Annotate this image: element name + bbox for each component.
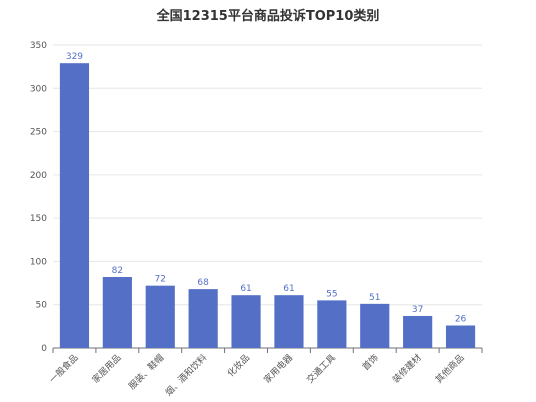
x-tick-label: 家用电器 — [261, 352, 295, 386]
bar — [231, 295, 261, 348]
bar-value-label: 82 — [112, 266, 123, 276]
bar — [403, 315, 433, 348]
bar-value-label: 26 — [455, 314, 467, 324]
bar — [445, 325, 476, 348]
x-tick-label: 一般食品 — [47, 352, 81, 386]
y-tick-label: 350 — [30, 41, 47, 51]
bar-value-label: 37 — [412, 305, 423, 315]
x-tick-label: 其他商品 — [433, 352, 467, 386]
chart-title: 全国12315平台商品投诉TOP10类别 — [156, 9, 380, 24]
bar — [145, 285, 175, 348]
y-tick-label: 300 — [30, 84, 47, 94]
bar — [274, 295, 304, 348]
x-tick-label: 化妆品 — [225, 352, 253, 380]
bar-value-label: 68 — [197, 278, 209, 288]
bar-value-label: 51 — [369, 293, 380, 303]
bar — [360, 303, 390, 348]
bar-value-label: 329 — [66, 52, 83, 62]
bar-value-label: 61 — [240, 284, 251, 294]
bar-value-label: 55 — [326, 289, 337, 299]
bar-value-label: 61 — [283, 284, 294, 294]
bar — [188, 289, 218, 348]
y-tick-label: 100 — [30, 257, 47, 267]
bar — [317, 300, 347, 348]
x-tick-label: 首饰 — [360, 352, 381, 373]
y-tick-label: 250 — [30, 128, 47, 138]
y-tick-label: 50 — [36, 301, 48, 311]
y-tick-label: 0 — [41, 344, 47, 354]
y-tick-label: 150 — [30, 214, 47, 224]
x-tick-label: 交通工具 — [304, 352, 338, 386]
x-tick-label: 装修建材 — [390, 352, 424, 386]
x-tick-label: 服装、鞋帽 — [126, 352, 166, 392]
bar — [102, 277, 132, 348]
x-tick-label: 家居用品 — [90, 352, 124, 386]
y-tick-label: 200 — [30, 171, 47, 181]
bar-value-label: 72 — [155, 275, 166, 285]
bar — [59, 63, 90, 349]
x-tick-label: 烟、酒和饮料 — [163, 352, 210, 399]
